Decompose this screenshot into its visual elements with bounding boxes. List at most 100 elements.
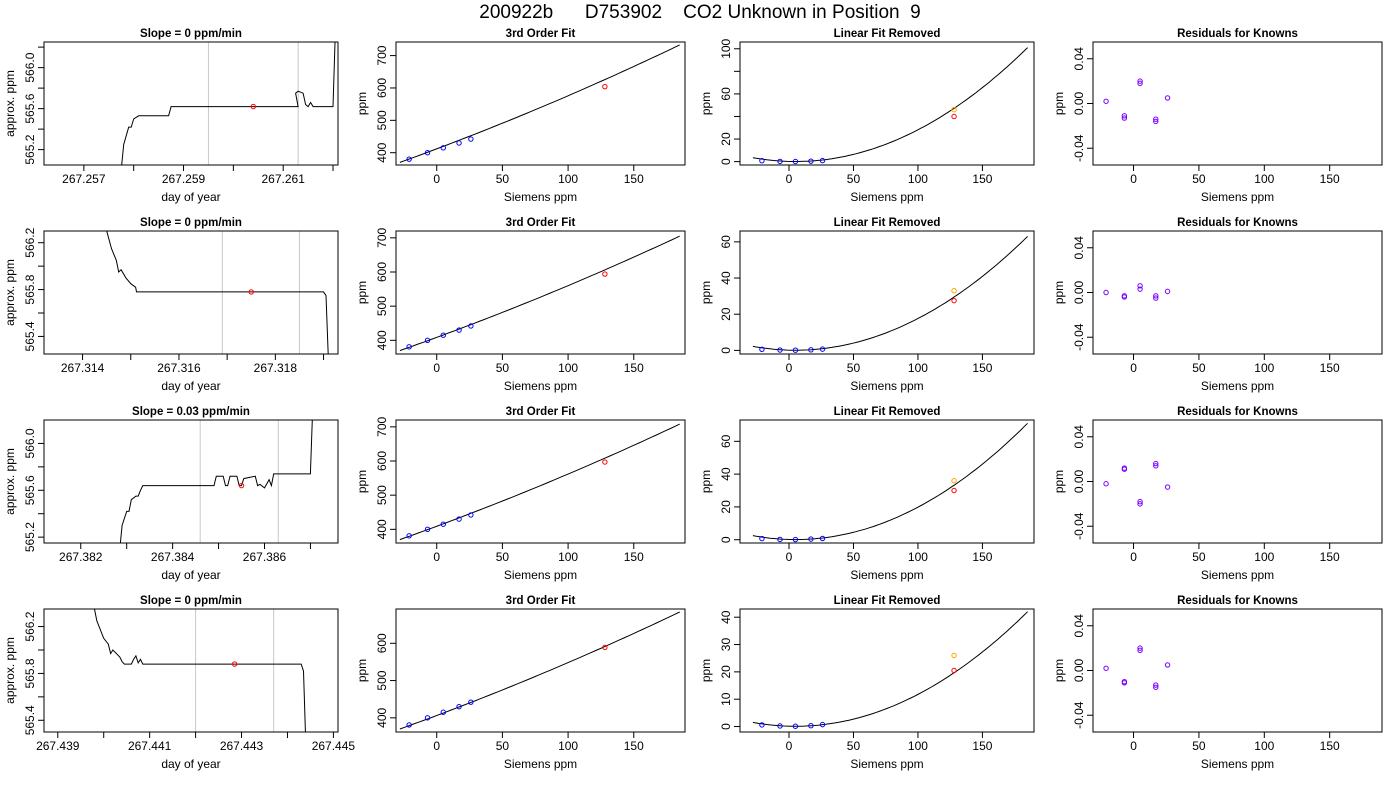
- plot-frame: [395, 230, 686, 355]
- known-standard-point: [1103, 481, 1109, 487]
- x-tick-label: 100: [1254, 550, 1274, 564]
- y-tick-label: 700: [375, 228, 389, 248]
- panel-title: Linear Fit Removed: [834, 28, 941, 40]
- y-tick-label: 700: [375, 417, 389, 437]
- x-tick-label: 150: [624, 172, 644, 186]
- panel-r1-c1: Slope = 0 ppm/min day of year approx. ppm 2…: [3, 28, 339, 204]
- known-standard-point: [1164, 288, 1171, 295]
- y-tick-label: 0.04: [1072, 614, 1086, 638]
- x-tick-label: 150: [972, 361, 992, 375]
- x-tick-label: 150: [972, 739, 992, 753]
- y-axis-label: ppm: [1052, 281, 1066, 304]
- fit-curve: [399, 611, 680, 730]
- plot-frame: [1092, 419, 1383, 544]
- panel-r4-c1: Slope = 0 ppm/min day of year approx. ppm 2…: [3, 595, 355, 771]
- known-standard-point: [759, 346, 765, 352]
- known-standard-point: [777, 536, 783, 543]
- known-standard-point: [1153, 118, 1159, 125]
- known-standard-point: [456, 327, 462, 333]
- x-tick-label: 50: [847, 550, 861, 564]
- panel-title: Residuals for Knowns: [1177, 217, 1298, 229]
- plot-frame: [395, 608, 686, 733]
- known-standard-point: [456, 140, 462, 146]
- panel-r1-c3: Linear Fit Removed Siemens ppm ppm 0 50 100 15…: [699, 28, 1035, 204]
- y-axis-label: approx. ppm: [3, 70, 17, 137]
- y-tick-label: 566.2: [23, 227, 37, 257]
- x-tick-label: 100: [1254, 172, 1274, 186]
- known-standard-point: [777, 347, 783, 353]
- y-tick-label: 600: [375, 633, 389, 653]
- x-tick-label: 100: [1254, 739, 1274, 753]
- y-tick-label: 0.04: [1072, 236, 1086, 260]
- known-standard-point: [1103, 289, 1109, 296]
- y-tick-label: 0: [719, 158, 733, 165]
- known-standard-point: [808, 158, 814, 164]
- x-tick-label: 267.314: [61, 361, 105, 375]
- y-tick-label: 565.6: [23, 475, 37, 505]
- nonlinear-curve: [752, 47, 1028, 162]
- known-standard-point: [1137, 80, 1143, 87]
- x-tick-label: 150: [1320, 739, 1340, 753]
- y-axis-label: ppm: [355, 470, 369, 493]
- known-standard-point: [808, 723, 814, 729]
- y-tick-label: 565.6: [23, 93, 37, 123]
- known-standard-point: [440, 145, 446, 151]
- known-standard-point: [456, 703, 462, 710]
- unknown-sample-point: [951, 487, 957, 494]
- mean-point: [238, 482, 245, 489]
- x-tick-label: 100: [1254, 361, 1274, 375]
- panel-r2-c4: Residuals for Knowns Siemens ppm ppm 0 50 100…: [1052, 217, 1383, 393]
- plot-area: [119, 420, 313, 543]
- panel-r4-c2: 3rd Order Fit Siemens ppm ppm 0 50 100 150 400 5…: [355, 595, 686, 771]
- y-tick-label: 500: [375, 296, 389, 316]
- x-tick-label: 150: [1320, 172, 1340, 186]
- nonlinear-curve: [752, 422, 1028, 541]
- plot-frame: [43, 608, 339, 733]
- plot-area: [399, 44, 680, 163]
- plot-area: [106, 231, 329, 354]
- y-tick-label: 600: [375, 78, 389, 98]
- plot-frame: [1092, 608, 1383, 733]
- y-tick-label: 0: [719, 723, 733, 730]
- plot-area: [94, 609, 306, 732]
- x-axis-label: day of year: [161, 379, 220, 393]
- x-axis-label: Siemens ppm: [504, 379, 577, 393]
- x-axis-label: Siemens ppm: [850, 190, 923, 204]
- known-standard-point: [468, 699, 474, 705]
- mean-point: [248, 289, 254, 295]
- x-tick-label: 100: [908, 361, 928, 375]
- known-standard-point: [424, 526, 431, 533]
- known-standard-point: [468, 323, 474, 329]
- plot-area: [399, 235, 680, 352]
- y-axis-label: ppm: [1052, 659, 1066, 682]
- x-tick-label: 50: [847, 172, 861, 186]
- known-standard-point: [1153, 293, 1159, 299]
- panel-r2-c2: 3rd Order Fit Siemens ppm ppm 0 50 100 150 400 5…: [355, 217, 686, 393]
- plot-frame: [395, 41, 686, 166]
- plot-area: [752, 236, 1028, 353]
- x-tick-label: 267.259: [162, 172, 206, 186]
- plot-area: [399, 611, 680, 730]
- x-axis-label: Siemens ppm: [850, 568, 923, 582]
- x-tick-label: 0: [786, 739, 793, 753]
- unknown-raw-point: [951, 107, 957, 113]
- known-standard-point: [424, 337, 431, 344]
- x-axis-label: Siemens ppm: [504, 757, 577, 771]
- unknown-sample-point: [602, 271, 608, 277]
- x-tick-label: 100: [558, 739, 578, 753]
- y-tick-label: -0.04: [1072, 323, 1086, 351]
- known-standard-point: [1153, 295, 1159, 301]
- y-axis-label: approx. ppm: [3, 448, 17, 515]
- x-tick-label: 100: [908, 172, 928, 186]
- known-standard-point: [468, 136, 474, 142]
- known-standard-point: [1164, 95, 1171, 101]
- x-axis-label: day of year: [161, 190, 220, 204]
- x-tick-label: 50: [496, 739, 510, 753]
- y-tick-label: 0: [719, 347, 733, 354]
- x-tick-label: 50: [1192, 739, 1206, 753]
- fit-curve: [399, 235, 680, 352]
- y-tick-label: 40: [719, 271, 733, 285]
- plot-frame: [1092, 230, 1383, 355]
- unknown-sample-point: [602, 459, 608, 465]
